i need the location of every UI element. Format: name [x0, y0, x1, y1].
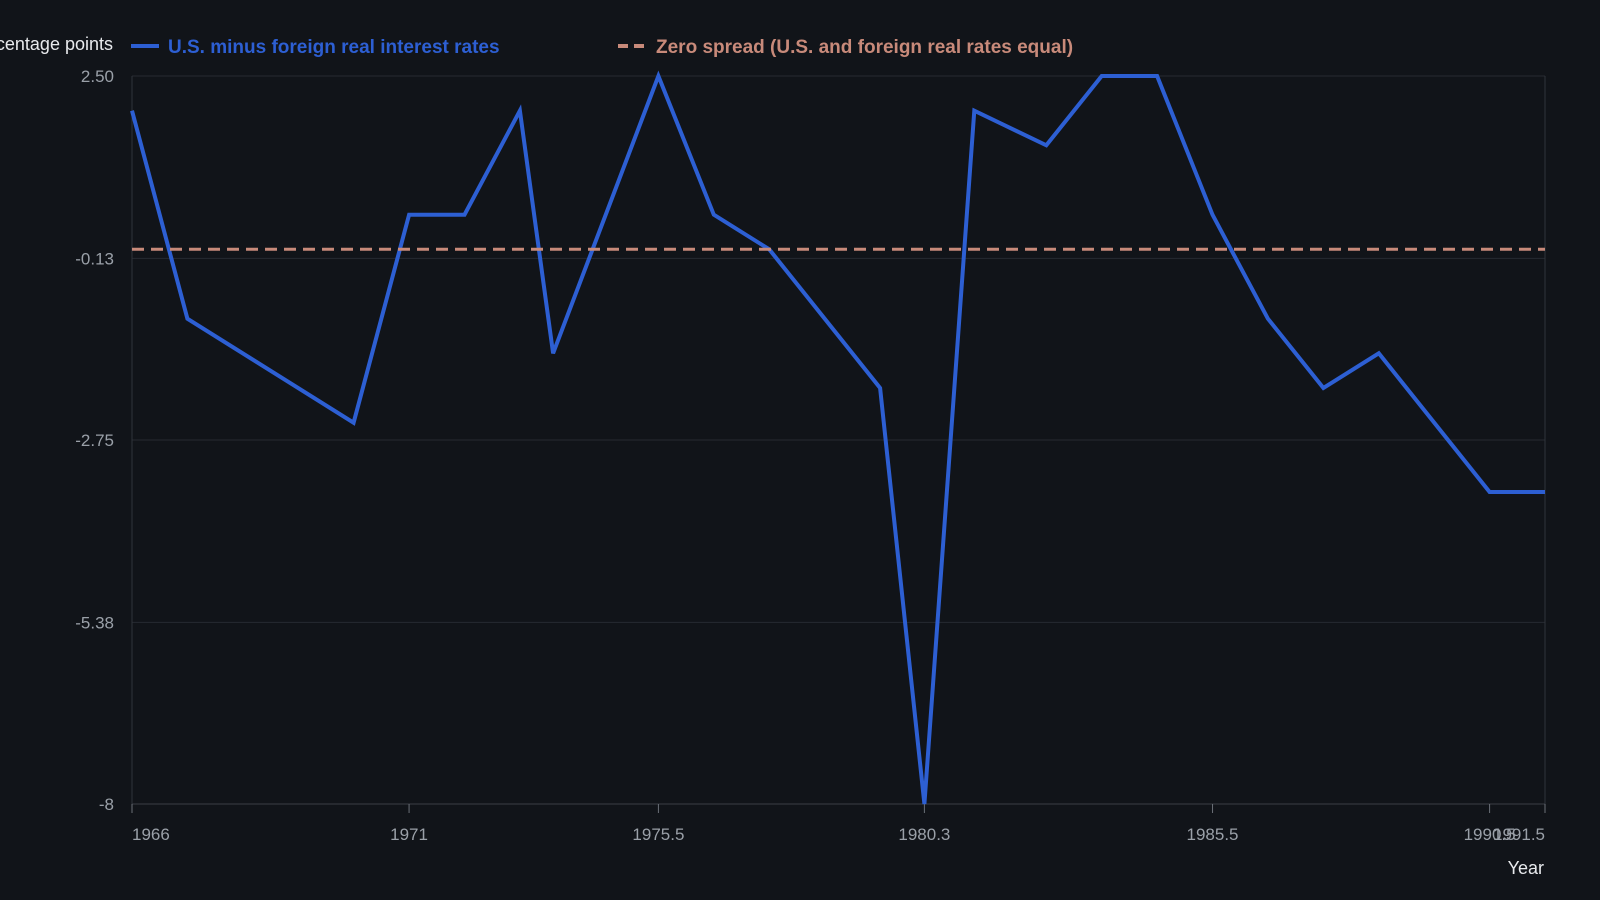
y-tick-label: -8	[99, 795, 114, 814]
x-tick-label: 1971	[390, 825, 428, 844]
x-tick-label: 1975.5	[632, 825, 684, 844]
x-tick-label: 1980.3	[898, 825, 950, 844]
y-tick-label: -2.75	[75, 431, 114, 450]
x-tick-label: 1966	[132, 825, 170, 844]
grid	[132, 75, 1545, 805]
x-axis-label: Year	[1508, 858, 1544, 878]
legend-item-zero-spread[interactable]: Zero spread (U.S. and foreign real rates…	[618, 37, 1073, 58]
legend: U.S. minus foreign real interest rates Z…	[131, 37, 1073, 58]
y-tick-label: 2.50	[81, 67, 114, 86]
y-axis-label: Percentage points	[0, 34, 113, 54]
x-tick-label: 1985.5	[1187, 825, 1239, 844]
x-tick-label: 1990.5	[1464, 825, 1516, 844]
y-tick-label: -5.38	[75, 613, 114, 632]
y-tick-label: -0.13	[75, 249, 114, 268]
series-line-us-spread	[130, 70, 1545, 805]
y-axis-ticks: 2.50 -0.13 -2.75 -5.38 -8	[75, 67, 114, 814]
legend-label-us-spread: U.S. minus foreign real interest rates	[168, 37, 500, 58]
axes	[131, 76, 1546, 805]
legend-label-zero-spread: Zero spread (U.S. and foreign real rates…	[656, 37, 1073, 58]
series-layer	[130, 70, 1545, 805]
legend-item-us-spread[interactable]: U.S. minus foreign real interest rates	[131, 37, 500, 58]
x-tick-label: 1991.5	[1493, 825, 1545, 844]
